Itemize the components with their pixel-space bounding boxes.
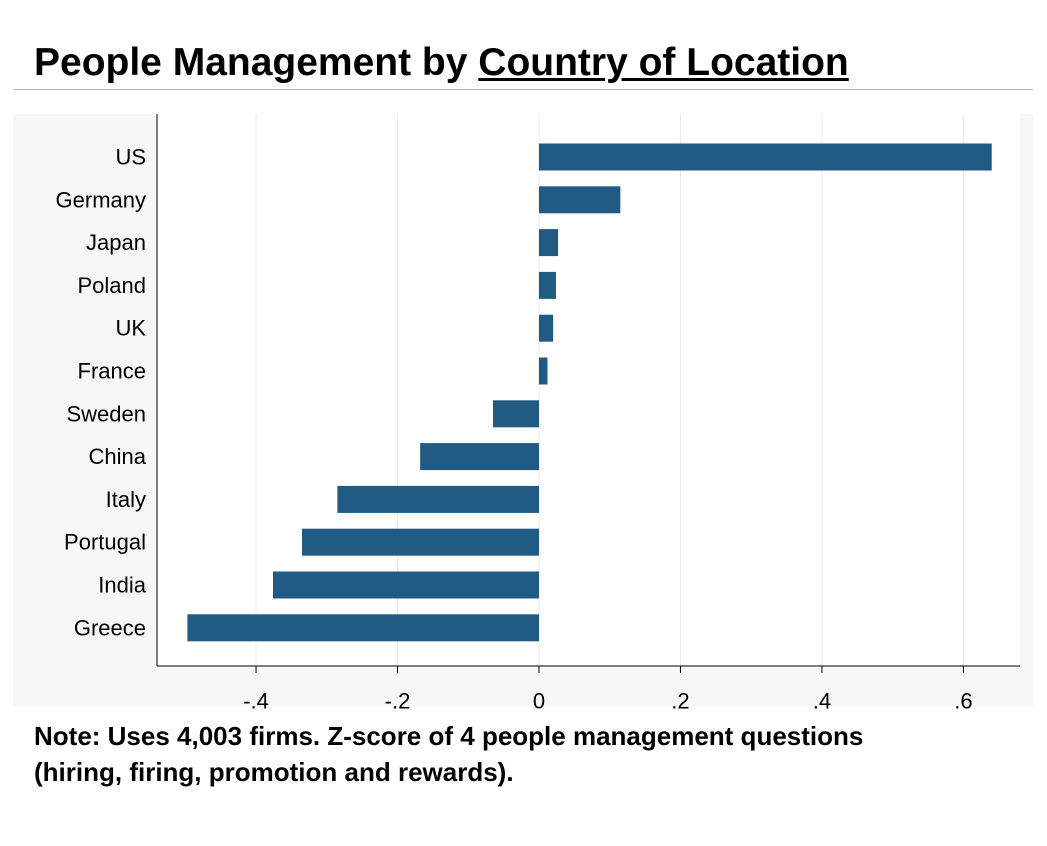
chart-title-prefix: People Management by (34, 41, 479, 84)
chart-title-underlined: Country of Location (478, 41, 849, 84)
bar-us (538, 143, 992, 171)
bar-sweden (493, 400, 539, 428)
x-tick-label: .6 (954, 689, 972, 714)
category-label: US (115, 145, 146, 170)
chart-title: People Management by Country of Location (34, 38, 849, 88)
category-label: Poland (77, 273, 146, 298)
x-tick-label: 0 (533, 689, 545, 714)
bar-poland (538, 271, 556, 299)
bar-japan (538, 229, 559, 257)
x-tick-label: -.4 (243, 689, 269, 714)
category-label: UK (115, 316, 146, 341)
bar-portugal (302, 528, 539, 556)
category-label: Japan (86, 230, 146, 255)
category-label: Sweden (66, 401, 146, 426)
bar-uk (538, 314, 554, 342)
category-label: France (78, 359, 146, 384)
category-label: Germany (56, 187, 146, 212)
bar-germany (538, 186, 621, 214)
x-tick-label: -.2 (385, 689, 411, 714)
bar-india (273, 571, 539, 599)
category-label: Italy (106, 487, 146, 512)
category-label: China (89, 444, 147, 469)
title-divider (13, 89, 1033, 90)
bar-france (538, 357, 548, 385)
category-label: India (98, 573, 146, 598)
bar-china (420, 443, 539, 471)
bar-italy (337, 485, 539, 513)
category-label: Portugal (64, 530, 146, 555)
x-tick-label: .2 (671, 689, 689, 714)
chart-note-line-1: Note: Uses 4,003 firms. Z-score of 4 peo… (34, 721, 864, 751)
chart-note-line-2: (hiring, firing, promotion and rewards). (34, 757, 514, 787)
category-label: Greece (74, 615, 146, 640)
bar-greece (187, 614, 539, 642)
chart-note: Note: Uses 4,003 firms. Z-score of 4 peo… (34, 718, 1024, 790)
x-tick-label: .4 (813, 689, 831, 714)
